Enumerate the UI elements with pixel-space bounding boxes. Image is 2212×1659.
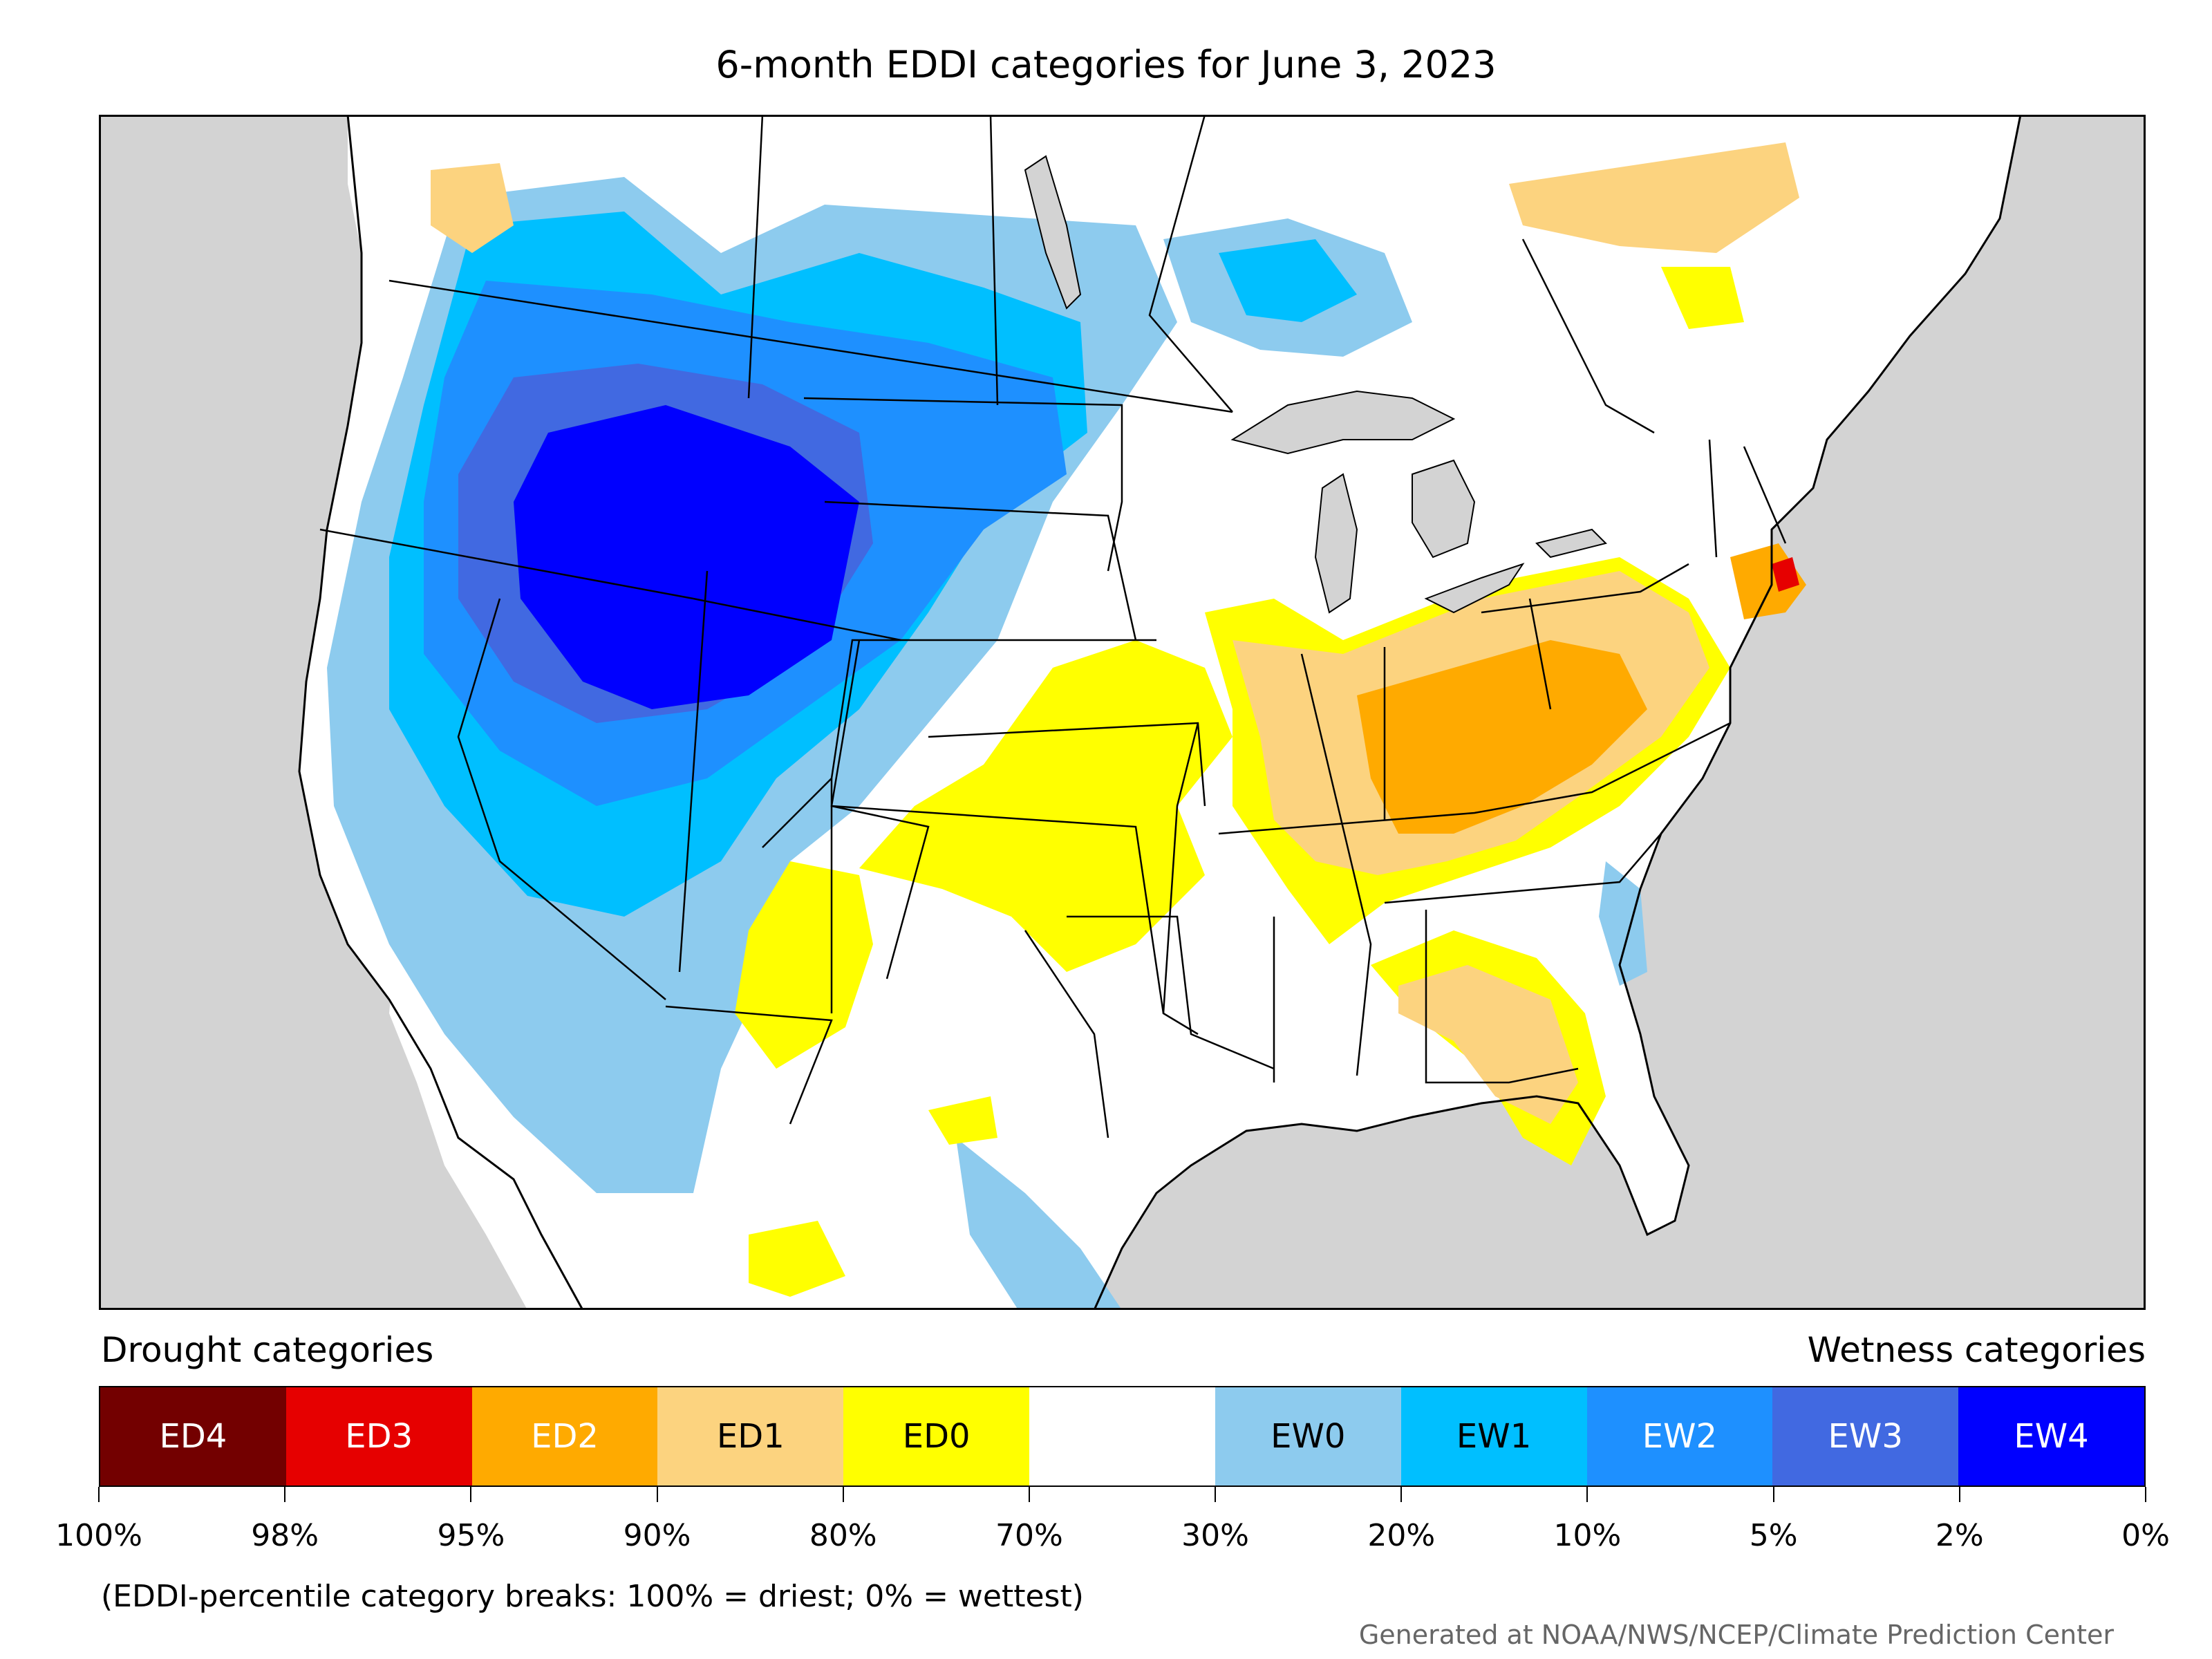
- legend-category-ed2: ED2: [471, 1387, 658, 1485]
- map-title: 6-month EDDI categories for June 3, 2023: [715, 43, 1497, 86]
- legend-note: (EDDI-percentile category breaks: 100% =…: [101, 1579, 1084, 1614]
- legend-tick: [98, 1487, 100, 1502]
- legend-tick: [1028, 1487, 1030, 1502]
- legend-tick: [470, 1487, 472, 1502]
- lake-winnipeg: [1024, 155, 1082, 310]
- legend-break-label: 95%: [437, 1518, 505, 1553]
- legend-break-label: 80%: [809, 1518, 877, 1553]
- legend-ticks: [98, 1487, 2146, 1515]
- lake-michigan: [1314, 473, 1358, 614]
- legend-break-label: 70%: [995, 1518, 1063, 1553]
- map-frame: [99, 115, 2146, 1310]
- legend-category-ew0: EW0: [1215, 1387, 1401, 1485]
- drought-categories-heading: Drought categories: [101, 1330, 434, 1370]
- legend-tick: [2145, 1487, 2146, 1502]
- legend-category-ed4: ED4: [100, 1387, 286, 1485]
- legend-tick: [1215, 1487, 1217, 1502]
- legend-tick: [842, 1487, 844, 1502]
- state-boundaries: [319, 115, 1787, 1138]
- wetness-categories-heading: Wetness categories: [1807, 1330, 2146, 1370]
- legend-break-label: 20%: [1367, 1518, 1436, 1553]
- great-lakes: [1024, 155, 1607, 614]
- legend-category-ew3: EW3: [1772, 1387, 1959, 1485]
- legend-tick: [1772, 1487, 1774, 1502]
- lake-ontario: [1535, 528, 1607, 559]
- legend-category-ed0: ED0: [843, 1387, 1030, 1485]
- legend-category-normal: [1029, 1387, 1215, 1485]
- lake-superior: [1230, 390, 1456, 455]
- legend-category-ew2: EW2: [1586, 1387, 1773, 1485]
- legend-tick: [1586, 1487, 1588, 1502]
- legend-break-label: 0%: [2121, 1518, 2170, 1553]
- lake-huron: [1412, 459, 1476, 559]
- legend-category-ed3: ED3: [285, 1387, 472, 1485]
- legend-category-ew4: EW4: [1958, 1387, 2144, 1485]
- coastlines: [298, 115, 2022, 1310]
- legend-break-label: 90%: [623, 1518, 691, 1553]
- credit-line: Generated at NOAA/NWS/NCEP/Climate Predi…: [1358, 1620, 2114, 1650]
- wetness-areas: [327, 177, 1647, 1310]
- legend-break-label: 100%: [55, 1518, 142, 1553]
- legend-break-label: 10%: [1553, 1518, 1622, 1553]
- drought-areas: [431, 142, 1806, 1297]
- legend-tick: [1958, 1487, 1960, 1502]
- legend-category-ed1: ED1: [657, 1387, 844, 1485]
- legend-break-label: 30%: [1181, 1518, 1249, 1553]
- legend-tick: [656, 1487, 658, 1502]
- legend-tick: [1400, 1487, 1403, 1502]
- legend-break-label: 5%: [1749, 1518, 1798, 1553]
- lake-erie: [1424, 563, 1525, 614]
- legend-break-label: 2%: [1935, 1518, 1984, 1553]
- eddi-map: [99, 115, 2146, 1310]
- legend-category-ew1: EW1: [1400, 1387, 1587, 1485]
- legend-colorbar: ED4 ED3 ED2 ED1 ED0 EW0 EW1 EW2 EW3 EW4: [99, 1386, 2146, 1487]
- legend-break-label: 98%: [251, 1518, 319, 1553]
- legend-tick: [284, 1487, 286, 1502]
